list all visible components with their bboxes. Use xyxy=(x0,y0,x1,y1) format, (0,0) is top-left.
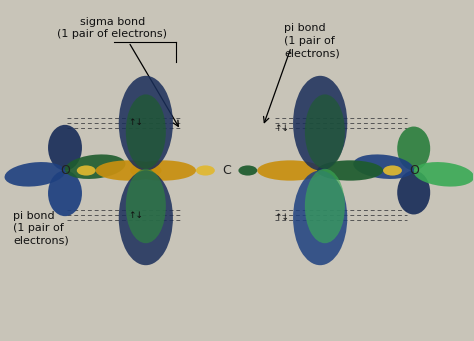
Ellipse shape xyxy=(126,94,166,169)
Ellipse shape xyxy=(317,160,383,181)
Ellipse shape xyxy=(48,170,82,216)
Text: ↑↓: ↑↓ xyxy=(274,213,289,222)
Ellipse shape xyxy=(238,165,257,176)
Ellipse shape xyxy=(65,154,126,179)
Ellipse shape xyxy=(414,162,474,187)
Ellipse shape xyxy=(118,76,173,170)
Ellipse shape xyxy=(293,76,347,170)
Text: ↑↓: ↑↓ xyxy=(128,118,143,127)
Ellipse shape xyxy=(77,165,96,176)
Ellipse shape xyxy=(48,125,82,170)
Text: O: O xyxy=(60,164,70,177)
Text: sigma bond
(1 pair of electrons): sigma bond (1 pair of electrons) xyxy=(57,17,167,39)
Ellipse shape xyxy=(383,165,402,176)
Ellipse shape xyxy=(196,165,215,176)
Ellipse shape xyxy=(130,160,196,181)
Text: pi bond
(1 pair of
electrons): pi bond (1 pair of electrons) xyxy=(13,211,69,246)
Text: ↑↓: ↑↓ xyxy=(274,124,289,133)
Ellipse shape xyxy=(397,127,430,170)
Text: O: O xyxy=(409,164,419,177)
Ellipse shape xyxy=(397,170,430,214)
Ellipse shape xyxy=(118,170,173,265)
Ellipse shape xyxy=(305,94,345,169)
Text: pi bond
(1 pair of
electrons): pi bond (1 pair of electrons) xyxy=(284,24,340,58)
Ellipse shape xyxy=(126,169,166,243)
Text: ↑↓: ↑↓ xyxy=(128,211,143,220)
Ellipse shape xyxy=(305,169,345,243)
Ellipse shape xyxy=(5,162,65,187)
Text: C: C xyxy=(222,164,231,177)
Ellipse shape xyxy=(293,170,347,265)
Ellipse shape xyxy=(257,160,323,181)
Ellipse shape xyxy=(96,160,162,181)
Ellipse shape xyxy=(353,154,414,179)
